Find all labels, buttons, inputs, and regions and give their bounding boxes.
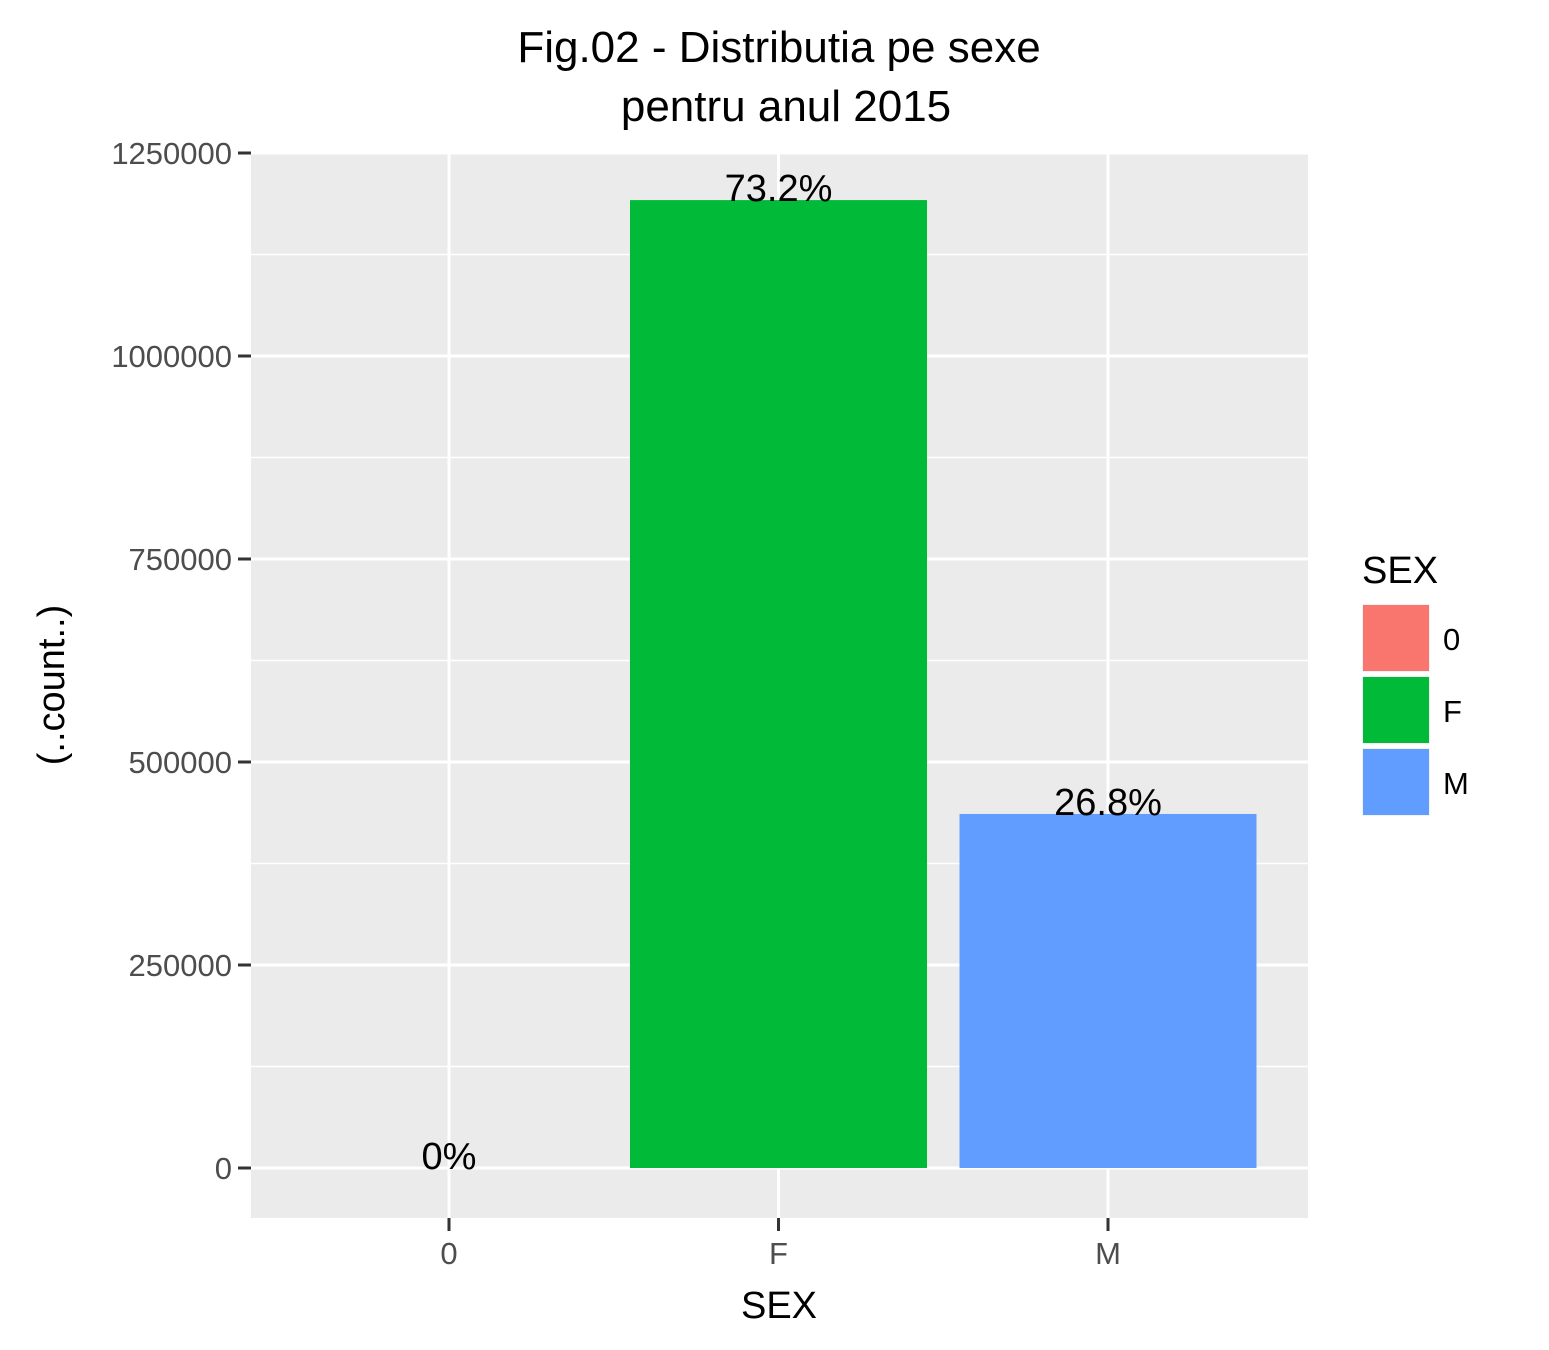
data-labels: 0% 73.2% 26.8% [422, 168, 1162, 1178]
y-tick-label: 1000000 [111, 339, 232, 374]
y-tick-label: 1250000 [111, 136, 232, 171]
legend-label-F: F [1443, 694, 1462, 729]
y-tick-label: 750000 [129, 542, 232, 577]
legend-swatch-0 [1363, 605, 1429, 671]
bar-F [630, 200, 927, 1168]
y-tick-label: 0 [215, 1151, 232, 1186]
legend: SEX 0 F M [1362, 550, 1469, 816]
x-axis-title: SEX [741, 1285, 817, 1327]
legend-label-0: 0 [1443, 622, 1460, 657]
y-tick-label: 250000 [129, 948, 232, 983]
legend-title: SEX [1362, 550, 1438, 592]
x-tick-label: M [1095, 1236, 1121, 1271]
y-axis-title: (..count..) [31, 605, 73, 766]
chart-title: Fig.02 - Distributia pe sexe [517, 23, 1040, 72]
y-tick-label: 500000 [129, 745, 232, 780]
bars [630, 200, 1257, 1168]
x-tick-label: F [769, 1236, 788, 1271]
chart-subtitle: pentru anul 2015 [621, 82, 951, 131]
legend-swatch-F [1363, 677, 1429, 743]
x-axis: 0 F M [440, 1218, 1121, 1271]
data-label-0: 0% [422, 1136, 477, 1178]
x-tick-label: 0 [440, 1236, 457, 1271]
data-label-F: 73.2% [725, 168, 833, 210]
legend-swatch-M [1363, 749, 1429, 815]
legend-label-M: M [1443, 766, 1469, 801]
data-label-M: 26.8% [1054, 782, 1162, 824]
bar-M [959, 813, 1257, 1168]
y-axis: 0 250000 500000 750000 1000000 1250000 [111, 136, 251, 1186]
